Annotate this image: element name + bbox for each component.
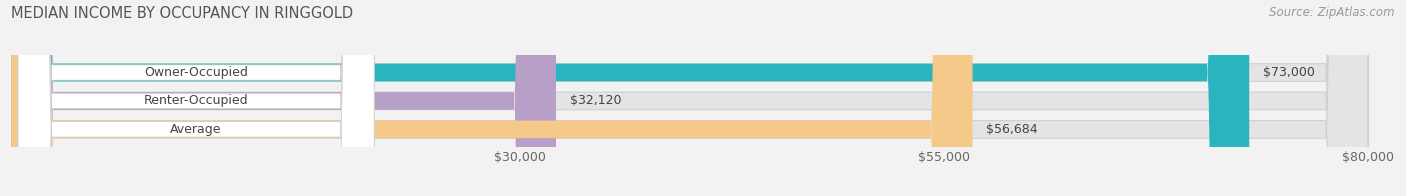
- Text: $56,684: $56,684: [986, 123, 1038, 136]
- Text: $73,000: $73,000: [1263, 66, 1315, 79]
- FancyBboxPatch shape: [11, 0, 555, 196]
- Text: $32,120: $32,120: [569, 94, 621, 107]
- FancyBboxPatch shape: [11, 0, 1368, 196]
- FancyBboxPatch shape: [18, 0, 374, 196]
- FancyBboxPatch shape: [11, 0, 1250, 196]
- Text: Renter-Occupied: Renter-Occupied: [143, 94, 249, 107]
- Text: MEDIAN INCOME BY OCCUPANCY IN RINGGOLD: MEDIAN INCOME BY OCCUPANCY IN RINGGOLD: [11, 6, 353, 21]
- FancyBboxPatch shape: [11, 0, 1368, 196]
- Text: Owner-Occupied: Owner-Occupied: [145, 66, 247, 79]
- Text: Average: Average: [170, 123, 222, 136]
- FancyBboxPatch shape: [11, 0, 973, 196]
- FancyBboxPatch shape: [18, 0, 374, 196]
- FancyBboxPatch shape: [11, 0, 1368, 196]
- Text: Source: ZipAtlas.com: Source: ZipAtlas.com: [1270, 6, 1395, 19]
- FancyBboxPatch shape: [18, 0, 374, 196]
